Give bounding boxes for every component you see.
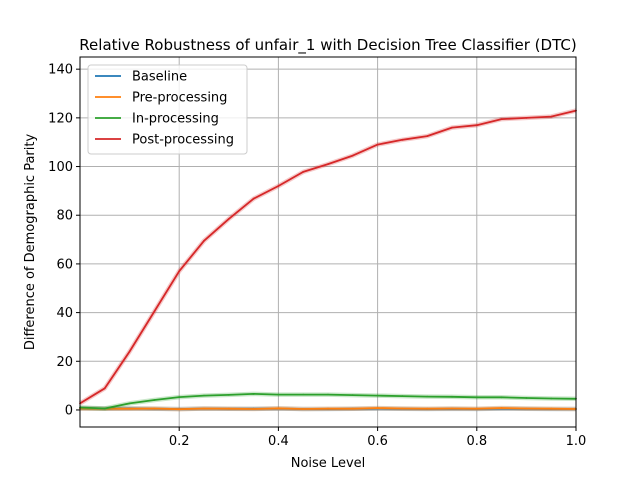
data-point-post-processing [252, 197, 255, 200]
data-point-in-processing [550, 397, 553, 400]
tick-layer: 0.2 0.4 0.6 0.8 1.0 0 20 40 60 80 100 120 140 [48, 63, 586, 449]
data-point-in-processing [178, 396, 181, 398]
data-point-post-processing [327, 163, 329, 166]
data-point-post-processing [550, 115, 553, 118]
series-in-processing [79, 391, 577, 411]
data-point-pre-processing [178, 408, 181, 411]
data-point-pre-processing [277, 407, 280, 410]
x-tick-label: 0.2 [169, 434, 190, 449]
data-point-post-processing [376, 143, 379, 146]
data-point-pre-processing [327, 407, 329, 410]
y-tick-label: 120 [48, 111, 73, 126]
x-tick-label: 0.6 [367, 434, 388, 449]
data-point-post-processing [302, 171, 305, 173]
data-point-in-processing [525, 397, 528, 399]
data-point-in-processing [302, 393, 305, 396]
data-point-pre-processing [153, 407, 156, 410]
data-point-in-processing [128, 402, 131, 405]
plot-area-frame [79, 56, 577, 428]
data-point-post-processing [277, 185, 280, 187]
data-point-in-processing [500, 396, 503, 399]
data-point-post-processing [178, 270, 181, 273]
data-point-pre-processing [401, 407, 404, 410]
data-point-post-processing [401, 138, 404, 141]
x-tick-label: 1.0 [566, 434, 587, 449]
data-point-in-processing [451, 395, 453, 398]
data-point-in-processing [475, 396, 478, 399]
grid-layer [80, 57, 577, 427]
data-point-pre-processing [426, 407, 429, 410]
chart-title: Relative Robustness of unfair_1 with Dec… [79, 36, 576, 55]
x-tick-label: 0.8 [466, 434, 487, 449]
legend-label-baseline: Baseline [132, 70, 187, 85]
data-point-pre-processing [376, 407, 379, 409]
y-axis-label: Difference of Demographic Parity [23, 134, 38, 351]
legend: Baseline Pre-processing In-processing Post-… [87, 64, 248, 155]
data-point-in-processing [203, 394, 205, 397]
data-point-pre-processing [351, 407, 354, 410]
data-point-pre-processing [550, 407, 553, 410]
data-point-pre-processing [227, 407, 230, 410]
data-point-pre-processing [302, 408, 305, 410]
data-point-in-processing [401, 395, 404, 397]
data-point-post-processing [451, 126, 453, 129]
data-point-post-processing [475, 124, 478, 127]
series-pre-processing [79, 405, 577, 412]
data-point-post-processing [128, 350, 131, 353]
data-point-pre-processing [525, 407, 528, 410]
data-point-pre-processing [203, 407, 205, 410]
data-point-in-processing [252, 393, 255, 395]
data-point-post-processing [227, 218, 230, 220]
data-point-in-processing [277, 393, 280, 396]
data-point-post-processing [203, 239, 205, 242]
data-point-post-processing [153, 310, 156, 313]
y-tick-label: 80 [56, 209, 73, 224]
y-tick-label: 40 [56, 306, 73, 321]
series-post-processing [78, 108, 577, 406]
y-tick-label: 100 [48, 160, 73, 175]
data-point-pre-processing [451, 407, 453, 410]
data-point-in-processing [426, 395, 429, 398]
x-tick-label: 0.4 [268, 434, 289, 449]
y-tick-label: 140 [48, 63, 73, 78]
data-point-post-processing [103, 387, 106, 390]
series-layer [78, 108, 577, 412]
data-point-post-processing [426, 135, 429, 138]
legend-box [87, 64, 248, 155]
data-point-post-processing [525, 117, 528, 119]
y-tick-label: 0 [65, 403, 73, 418]
data-point-in-processing [227, 394, 230, 396]
data-point-in-processing [327, 393, 329, 396]
data-point-in-processing [153, 399, 156, 401]
data-point-in-processing [351, 394, 354, 396]
legend-label-post-processing: Post-processing [132, 133, 234, 148]
data-point-in-processing [376, 394, 379, 397]
data-point-pre-processing [500, 407, 503, 409]
legend-label-pre-processing: Pre-processing [132, 91, 227, 106]
legend-label-in-processing: In-processing [132, 112, 219, 127]
x-axis-label: Noise Level [291, 456, 366, 471]
data-point-pre-processing [475, 407, 478, 410]
data-point-post-processing [351, 154, 354, 157]
data-point-pre-processing [252, 408, 255, 410]
data-point-post-processing [500, 118, 503, 120]
y-tick-label: 60 [56, 257, 73, 272]
data-point-in-processing [103, 407, 106, 410]
data-point-pre-processing [128, 407, 131, 410]
y-tick-label: 20 [56, 355, 73, 370]
